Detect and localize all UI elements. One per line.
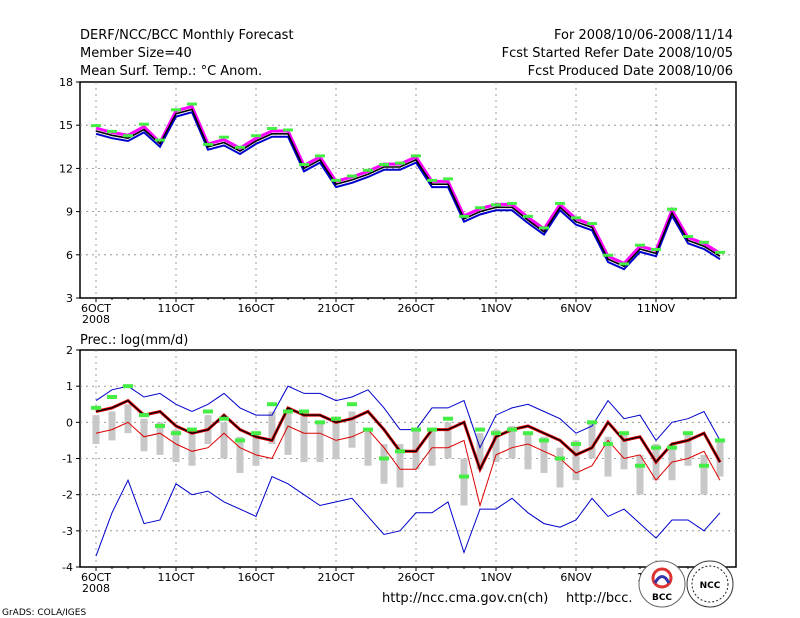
bcc-url-link[interactable]: http://bcc. bbox=[566, 591, 633, 606]
upper-member-line bbox=[95, 104, 721, 266]
spread-bar bbox=[140, 418, 148, 452]
ncc-logo-text: NCC bbox=[700, 581, 721, 591]
grads-credit: GrADS: COLA/IGES bbox=[2, 608, 86, 618]
x-tick-label: 21OCT bbox=[317, 302, 354, 315]
y-tick-label: 9 bbox=[66, 206, 73, 219]
x-tick-label: 6OCT bbox=[81, 302, 111, 315]
forecast-produced-date: Fcst Produced Date 2008/10/06 bbox=[528, 64, 733, 79]
ncc-url-link[interactable]: http://ncc.cma.gov.cn(ch) bbox=[382, 591, 548, 606]
member-size: Member Size=40 bbox=[80, 46, 192, 61]
spread-bar bbox=[172, 429, 180, 463]
spread-bar bbox=[220, 422, 228, 459]
spread-bar bbox=[572, 440, 580, 481]
x-tick-label: 11OCT bbox=[157, 571, 194, 584]
spread-bar bbox=[396, 444, 404, 488]
y-tick-label: 6 bbox=[66, 249, 73, 262]
spread-bar bbox=[348, 411, 356, 448]
spread-bar bbox=[716, 440, 724, 477]
y-tick-label: 12 bbox=[59, 162, 73, 175]
y-tick-label: 18 bbox=[59, 76, 73, 89]
y-tick-label: 0 bbox=[66, 416, 73, 429]
ensemble-mean-line bbox=[95, 399, 721, 471]
spread-bar bbox=[636, 454, 644, 495]
ensemble-mean-line bbox=[95, 108, 721, 268]
spread-bar bbox=[476, 433, 484, 470]
spread-bar bbox=[700, 454, 708, 495]
spread-bar bbox=[380, 444, 388, 484]
spread-bar bbox=[252, 433, 260, 466]
x-tick-label: 6NOV bbox=[560, 571, 592, 584]
x-year-label: 2008 bbox=[82, 582, 110, 595]
y-tick-label: 15 bbox=[59, 119, 73, 132]
x-tick-label: 21OCT bbox=[317, 571, 354, 584]
x-tick-label: 1NOV bbox=[480, 302, 512, 315]
lower-mean-line bbox=[95, 421, 721, 508]
x-tick-label: 11NOV bbox=[637, 302, 676, 315]
spread-bar bbox=[684, 433, 692, 466]
spread-bar bbox=[92, 415, 100, 445]
y-tick-label: 2 bbox=[66, 344, 73, 357]
x-tick-label: 26OCT bbox=[397, 571, 434, 584]
spread-bar bbox=[540, 436, 548, 473]
spread-bar bbox=[124, 404, 132, 434]
temperature-variable-label: Mean Surf. Temp.: °C Anom. bbox=[80, 64, 262, 79]
x-tick-label: 6OCT bbox=[81, 571, 111, 584]
bcc-logo-text: BCC bbox=[652, 593, 672, 603]
spread-bar bbox=[460, 458, 468, 506]
x-tick-label: 26OCT bbox=[397, 302, 434, 315]
spread-bar bbox=[300, 415, 308, 463]
spread-bar bbox=[108, 411, 116, 441]
x-tick-label: 16OCT bbox=[237, 571, 274, 584]
spread-bar bbox=[364, 429, 372, 466]
y-tick-label: -4 bbox=[62, 561, 73, 574]
spread-bar bbox=[620, 433, 628, 470]
spread-bar bbox=[492, 429, 500, 463]
y-tick-label: -1 bbox=[62, 453, 73, 466]
spread-bar bbox=[316, 422, 324, 463]
spread-bar bbox=[508, 425, 516, 459]
temperature-panel: 3 6 9 12 15 18 6OCT 11OCT 16OCT 21OCT 26OCT 1NOV 6NO… bbox=[59, 76, 737, 326]
spread-bar bbox=[268, 411, 276, 445]
spread-bar bbox=[524, 433, 532, 470]
precipitation-variable-label: Prec.: log(mm/d) bbox=[80, 333, 188, 348]
y-tick-label: 3 bbox=[66, 292, 73, 305]
plot-frame bbox=[79, 81, 737, 299]
bcc-logo: BCC bbox=[638, 560, 686, 608]
y-tick-label: -3 bbox=[62, 525, 73, 538]
spread-bar bbox=[444, 422, 452, 459]
spread-bar bbox=[604, 436, 612, 477]
x-tick-label: 16OCT bbox=[237, 302, 274, 315]
ncc-logo: NCC bbox=[686, 560, 734, 608]
spread-bar bbox=[556, 447, 564, 488]
forecast-start-date: Fcst Started Refer Date 2008/10/05 bbox=[502, 46, 733, 61]
spread-bar bbox=[188, 433, 196, 466]
upper-envelope-line bbox=[95, 385, 721, 450]
spread-bar bbox=[236, 436, 244, 473]
y-tick-label: 1 bbox=[66, 380, 73, 393]
spread-bar bbox=[588, 422, 596, 459]
x-tick-label: 11OCT bbox=[157, 302, 194, 315]
x-year-label: 2008 bbox=[82, 313, 110, 326]
lower-envelope-line bbox=[95, 475, 721, 557]
forecast-period: For 2008/10/06-2008/11/14 bbox=[554, 28, 733, 43]
y-tick-label: -2 bbox=[62, 489, 73, 502]
spread-bar bbox=[284, 411, 292, 455]
spread-bar bbox=[156, 422, 164, 455]
chart-title: DERF/NCC/BCC Monthly Forecast bbox=[80, 28, 294, 43]
lower-member-line bbox=[95, 111, 721, 271]
x-tick-label: 6NOV bbox=[560, 302, 592, 315]
x-tick-label: 1NOV bbox=[480, 571, 512, 584]
